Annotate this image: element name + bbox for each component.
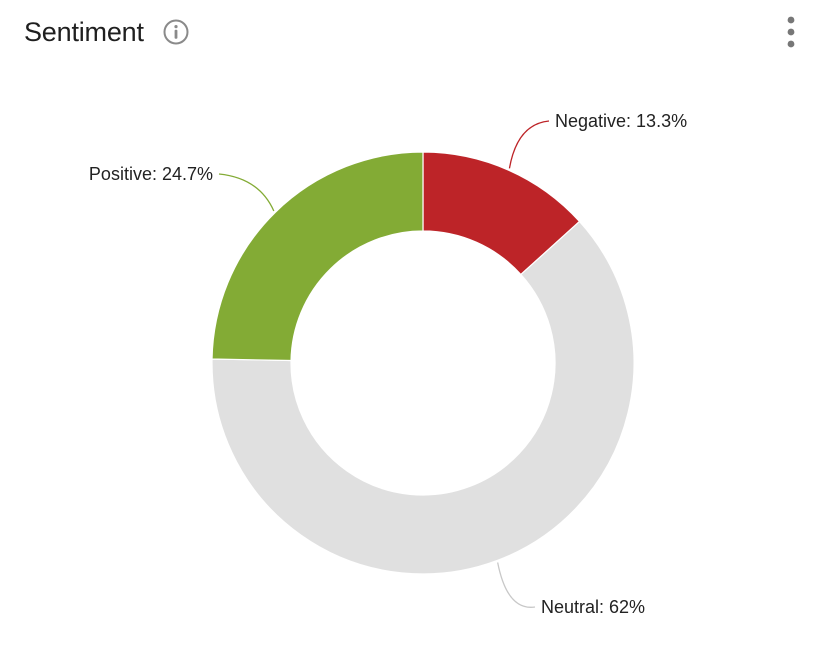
card-title: Sentiment (24, 17, 144, 47)
data-label-neutral: Neutral: 62% (541, 597, 645, 617)
connector-neutral (497, 562, 536, 608)
connector-negative (508, 120, 550, 169)
slice-positive[interactable] (211, 151, 424, 362)
data-label-positive: Positive: 24.7% (89, 164, 213, 184)
card-header: Sentiment (24, 10, 807, 54)
info-circle-icon[interactable] (162, 18, 190, 46)
slice-neutral[interactable] (211, 220, 635, 575)
kebab-menu-icon[interactable] (781, 14, 801, 50)
data-label-negative: Negative: 13.3% (555, 111, 687, 131)
connector-positive (218, 173, 275, 212)
